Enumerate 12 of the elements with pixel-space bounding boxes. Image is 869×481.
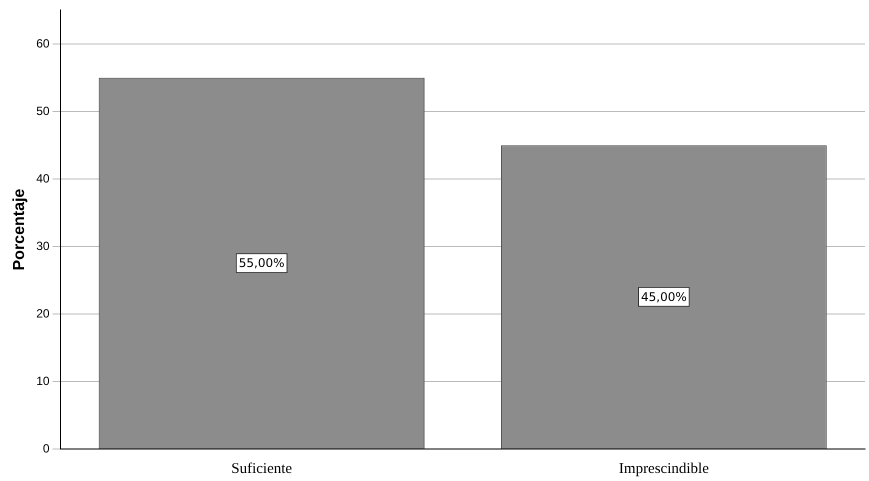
y-tick-label: 20 xyxy=(36,306,50,320)
y-tick-label: 50 xyxy=(36,104,50,118)
x-tick-label: Imprescindible xyxy=(618,460,710,477)
y-tick-label: 60 xyxy=(36,36,50,50)
y-tick-label: 10 xyxy=(36,374,50,388)
data-label: 45,00% xyxy=(641,290,687,304)
y-tick-label: 40 xyxy=(36,171,50,186)
x-tick-label: Suficiente xyxy=(231,460,292,477)
y-tick-label: 30 xyxy=(36,238,50,253)
y-tick-label: 0 xyxy=(42,441,50,456)
y-axis-title: Porcentaje xyxy=(11,188,28,271)
data-label: 55,00% xyxy=(238,256,285,270)
